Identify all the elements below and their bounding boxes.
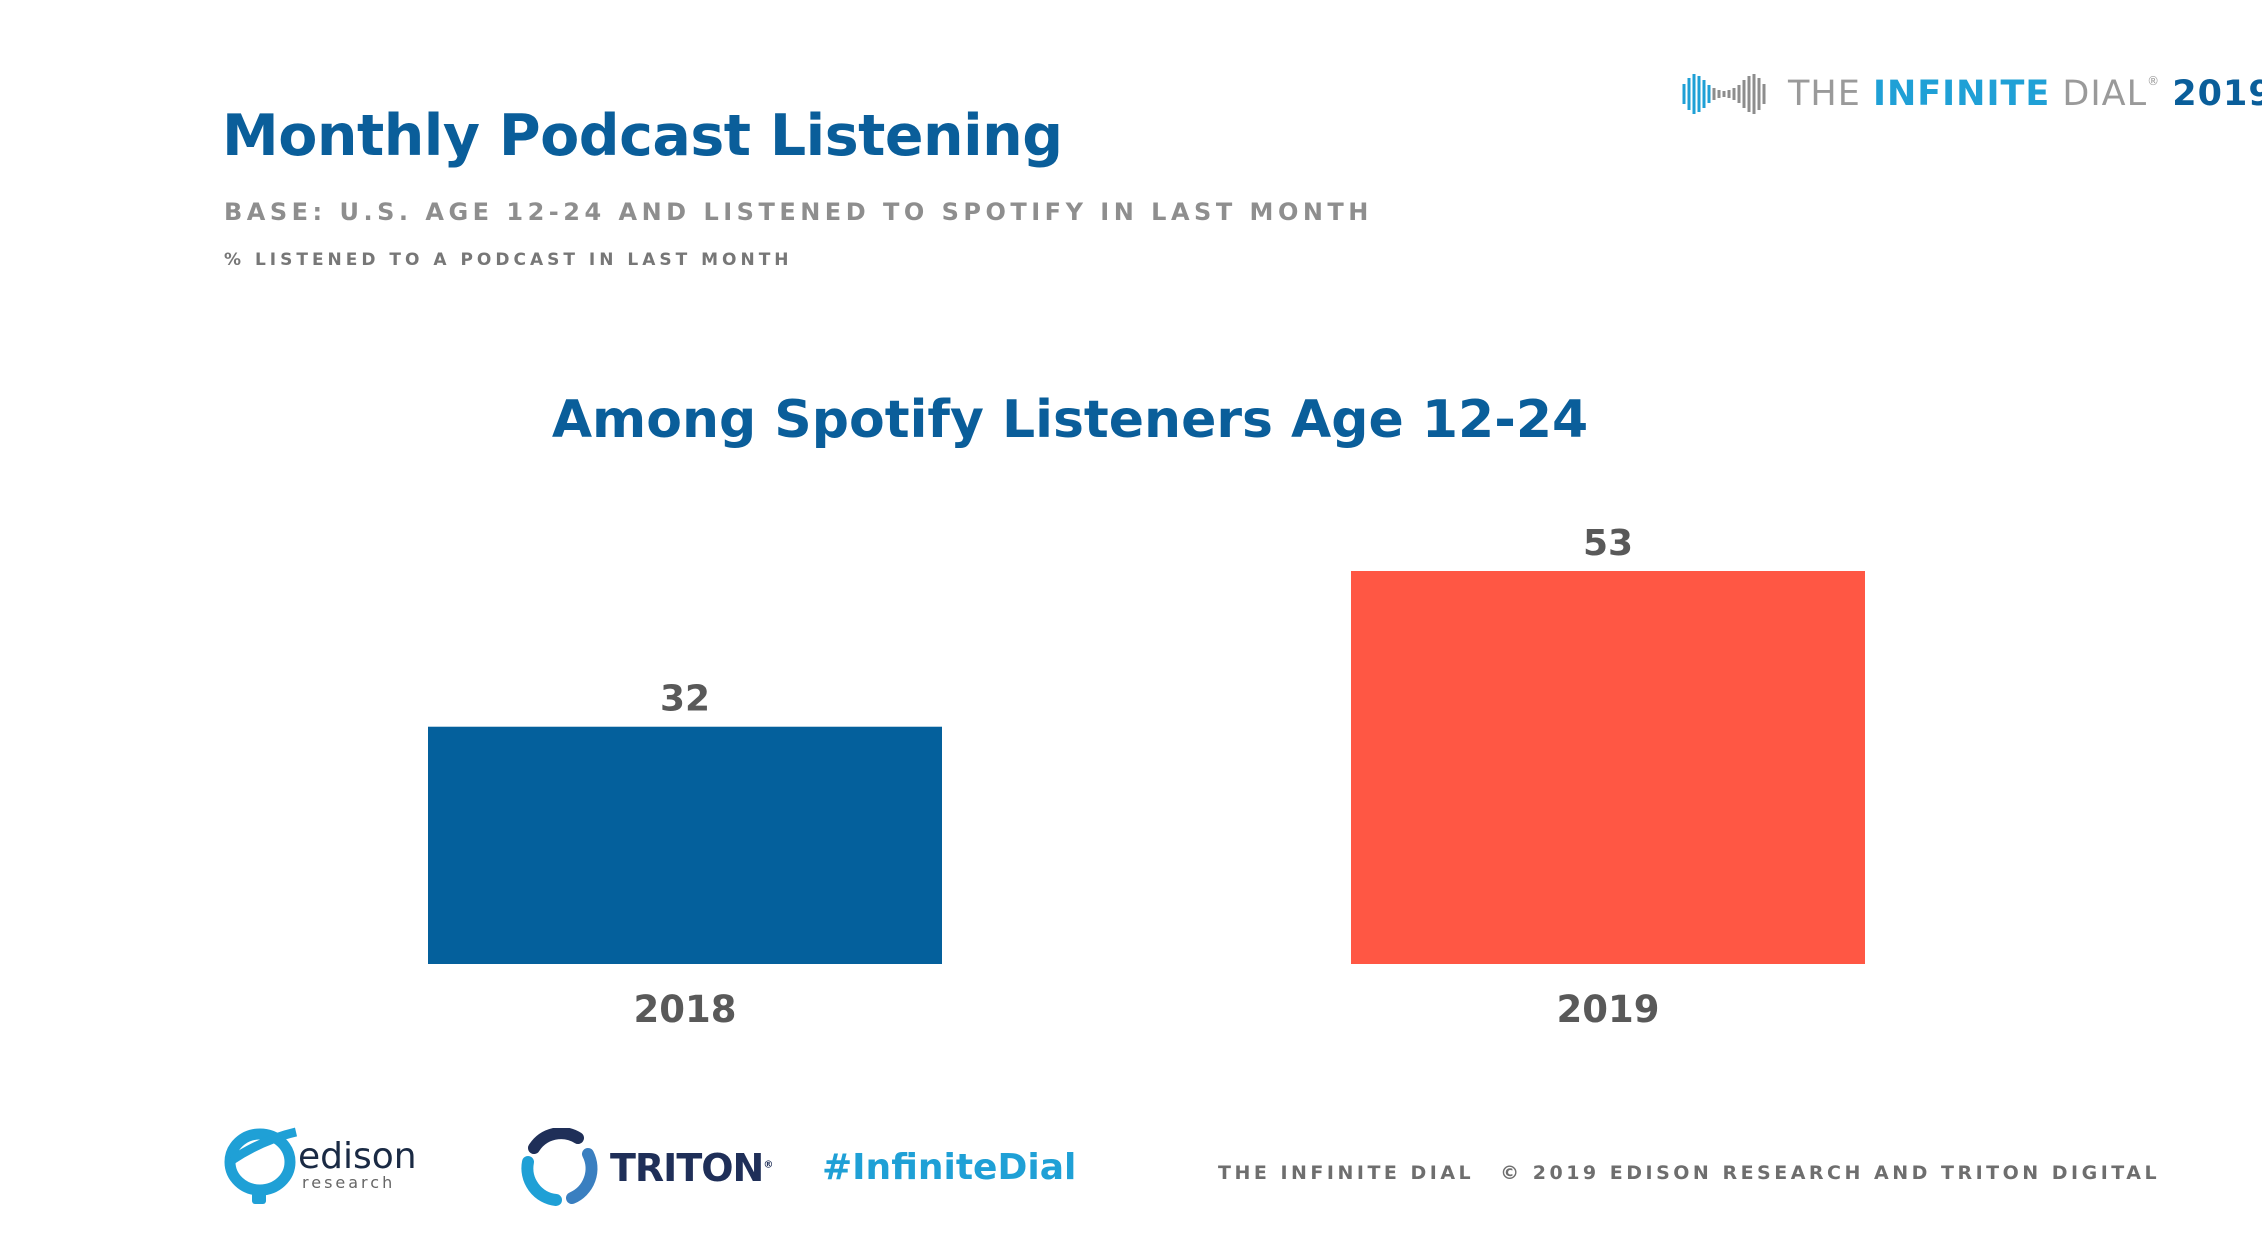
- edison-research-logo: edison research: [222, 1120, 417, 1210]
- chart-title: Among Spotify Listeners Age 12-24: [551, 390, 1589, 450]
- triton-reg: ®: [763, 1159, 773, 1171]
- infinite-dial-wordmark: THE INFINITE DIAL® 2019: [1788, 74, 2262, 114]
- hashtag: #InfiniteDial: [822, 1147, 1077, 1188]
- brand-infinite: INFINITE: [1872, 74, 2051, 114]
- edison-sub: research: [302, 1173, 396, 1192]
- category-label-2019: 2019: [1557, 988, 1660, 1031]
- edison-logo-icon: [224, 1127, 298, 1204]
- edison-word: edison: [298, 1136, 417, 1177]
- triton-logo-icon: [521, 1128, 598, 1206]
- base-note: BASE: U.S. AGE 12-24 AND LISTENED TO SPO…: [224, 198, 1373, 226]
- data-label-2018: 32: [660, 679, 710, 720]
- brand-dial: DIAL: [2050, 74, 2148, 114]
- infinite-dial-logo: THE INFINITE DIAL® 2019: [1680, 64, 2262, 124]
- bar-2019: [1351, 571, 1865, 964]
- category-label-2018: 2018: [634, 988, 737, 1031]
- brand-the: THE: [1788, 74, 1873, 114]
- footer-credit: THE INFINITE DIAL © 2019 EDISON RESEARCH …: [1218, 1162, 2160, 1184]
- triton-word: TRITON: [610, 1146, 764, 1190]
- data-label-2019: 53: [1583, 523, 1633, 564]
- brand-reg: ®: [2147, 74, 2161, 88]
- triton-wordmark: TRITON®: [610, 1146, 773, 1190]
- page-title: Monthly Podcast Listening: [222, 103, 1063, 169]
- footer-dial-label: THE INFINITE DIAL: [1218, 1162, 1475, 1184]
- triton-digital-logo: TRITON®: [520, 1128, 773, 1208]
- brand-year: 2019: [2172, 74, 2262, 114]
- infinity-icon: [1682, 74, 1766, 114]
- bar-2018: [428, 726, 942, 964]
- footer-copyright: © 2019 EDISON RESEARCH AND TRITON DIGITA…: [1500, 1162, 2161, 1184]
- metric-note: % LISTENED TO A PODCAST IN LAST MONTH: [224, 250, 793, 270]
